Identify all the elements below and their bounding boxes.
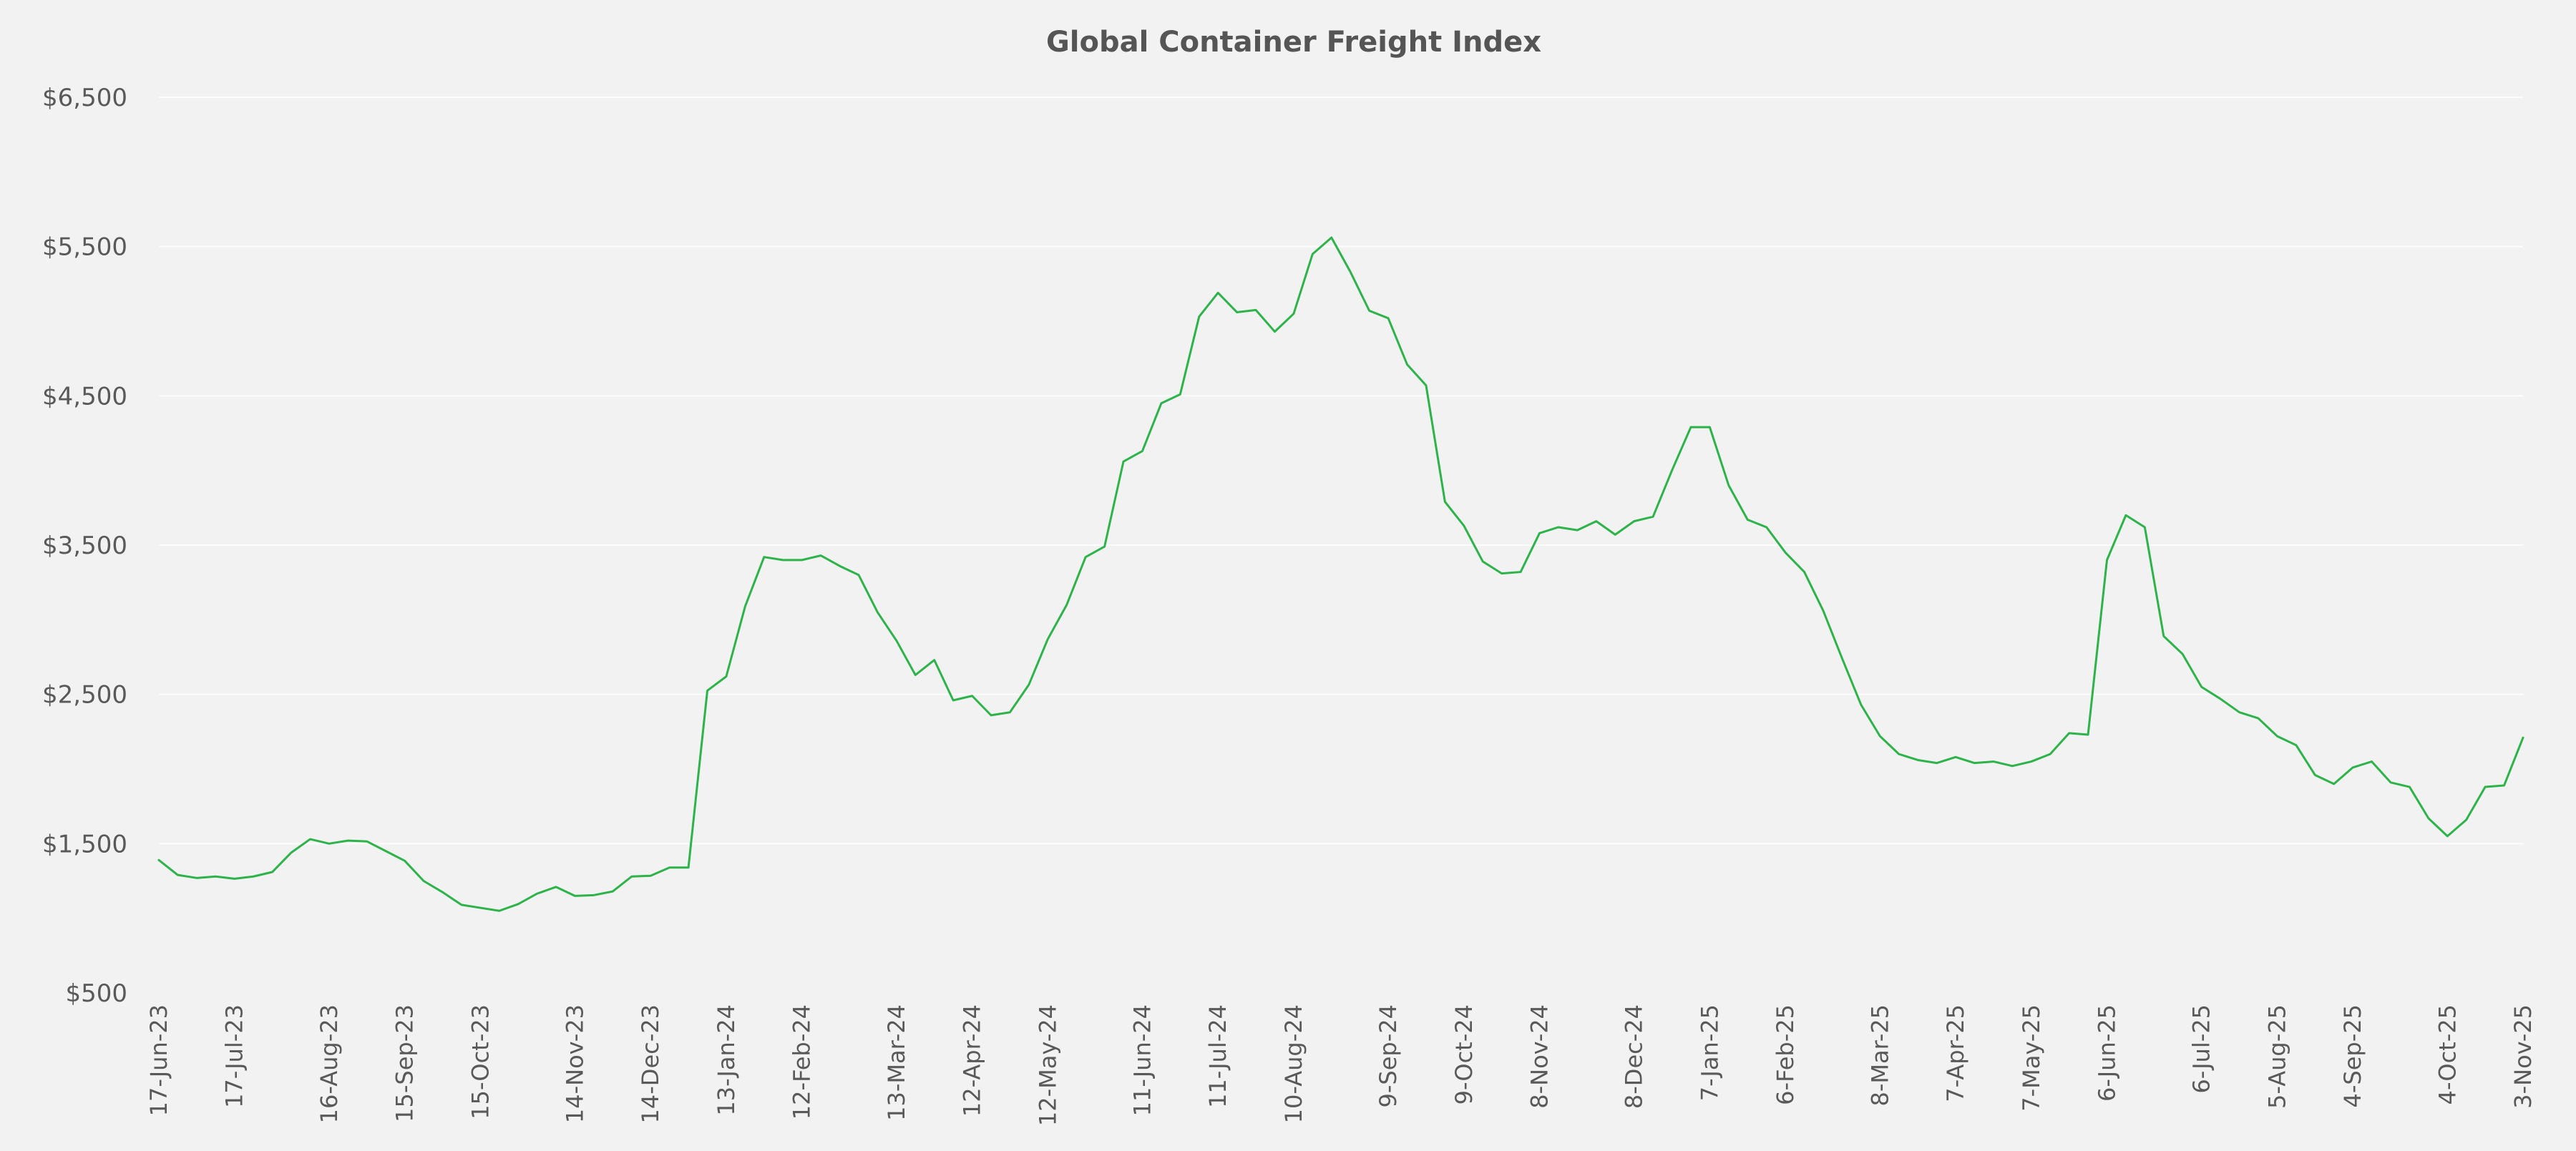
x-tick-label: 11-Jun-24 [1128, 1004, 1156, 1116]
x-tick-label: 8-Mar-25 [1866, 1004, 1893, 1107]
y-tick-label: $3,500 [42, 532, 127, 560]
x-axis-ticks: 17-Jun-23 17-Jul-23 16-Aug-23 15-Sep-23 15-O… [145, 1004, 2537, 1126]
x-tick-label: 4-Sep-25 [2339, 1004, 2366, 1107]
x-tick-label: 17-Jul-23 [221, 1004, 248, 1108]
x-tick-label: 12-May-24 [1034, 1004, 1061, 1126]
x-tick-label: 10-Aug-24 [1280, 1004, 1307, 1123]
y-axis-ticks: $6,500 $5,500 $4,500 $3,500 $2,500 $1,500 $500 [42, 84, 127, 1008]
series-line [157, 236, 2524, 912]
y-tick-label: $6,500 [42, 84, 127, 112]
x-tick-label: 6-Jul-25 [2188, 1004, 2215, 1094]
x-tick-label: 8-Nov-24 [1526, 1004, 1553, 1109]
x-tick-label: 12-Apr-24 [959, 1004, 986, 1117]
gridlines [159, 97, 2523, 845]
x-tick-label: 17-Jun-23 [145, 1004, 172, 1116]
series-layer [157, 236, 2524, 912]
x-tick-label: 7-Jan-25 [1696, 1004, 1723, 1101]
x-tick-label: 12-Feb-24 [789, 1004, 816, 1120]
y-tick-label: $5,500 [42, 233, 127, 262]
x-tick-label: 15-Oct-23 [467, 1004, 494, 1120]
x-tick-label: 11-Jul-24 [1204, 1004, 1231, 1108]
x-tick-label: 13-Jan-24 [713, 1004, 740, 1116]
x-tick-label: 8-Dec-24 [1621, 1004, 1648, 1109]
x-tick-label: 4-Oct-25 [2434, 1004, 2461, 1105]
x-tick-label: 14-Nov-23 [562, 1004, 589, 1123]
x-tick-label: 14-Dec-23 [637, 1004, 664, 1123]
y-tick-label: $2,500 [42, 681, 127, 710]
x-tick-label: 9-Sep-24 [1375, 1004, 1402, 1107]
y-tick-label: $1,500 [42, 830, 127, 858]
x-tick-label: 5-Aug-25 [2263, 1004, 2290, 1109]
x-tick-label: 7-Apr-25 [1942, 1004, 1969, 1102]
x-tick-label: 6-Feb-25 [1772, 1004, 1799, 1105]
x-tick-label: 13-Mar-24 [883, 1004, 910, 1121]
y-tick-label: $4,500 [42, 382, 127, 411]
x-tick-label: 6-Jun-25 [2093, 1004, 2120, 1102]
y-tick-label: $500 [65, 979, 127, 1008]
x-tick-label: 7-May-25 [2018, 1004, 2045, 1112]
x-tick-label: 15-Sep-23 [391, 1004, 419, 1122]
x-tick-label: 3-Nov-25 [2509, 1004, 2537, 1109]
x-tick-label: 16-Aug-23 [316, 1004, 343, 1123]
x-tick-label: 9-Oct-24 [1450, 1004, 1478, 1105]
chart-title: Global Container Freight Index [1046, 26, 1541, 59]
